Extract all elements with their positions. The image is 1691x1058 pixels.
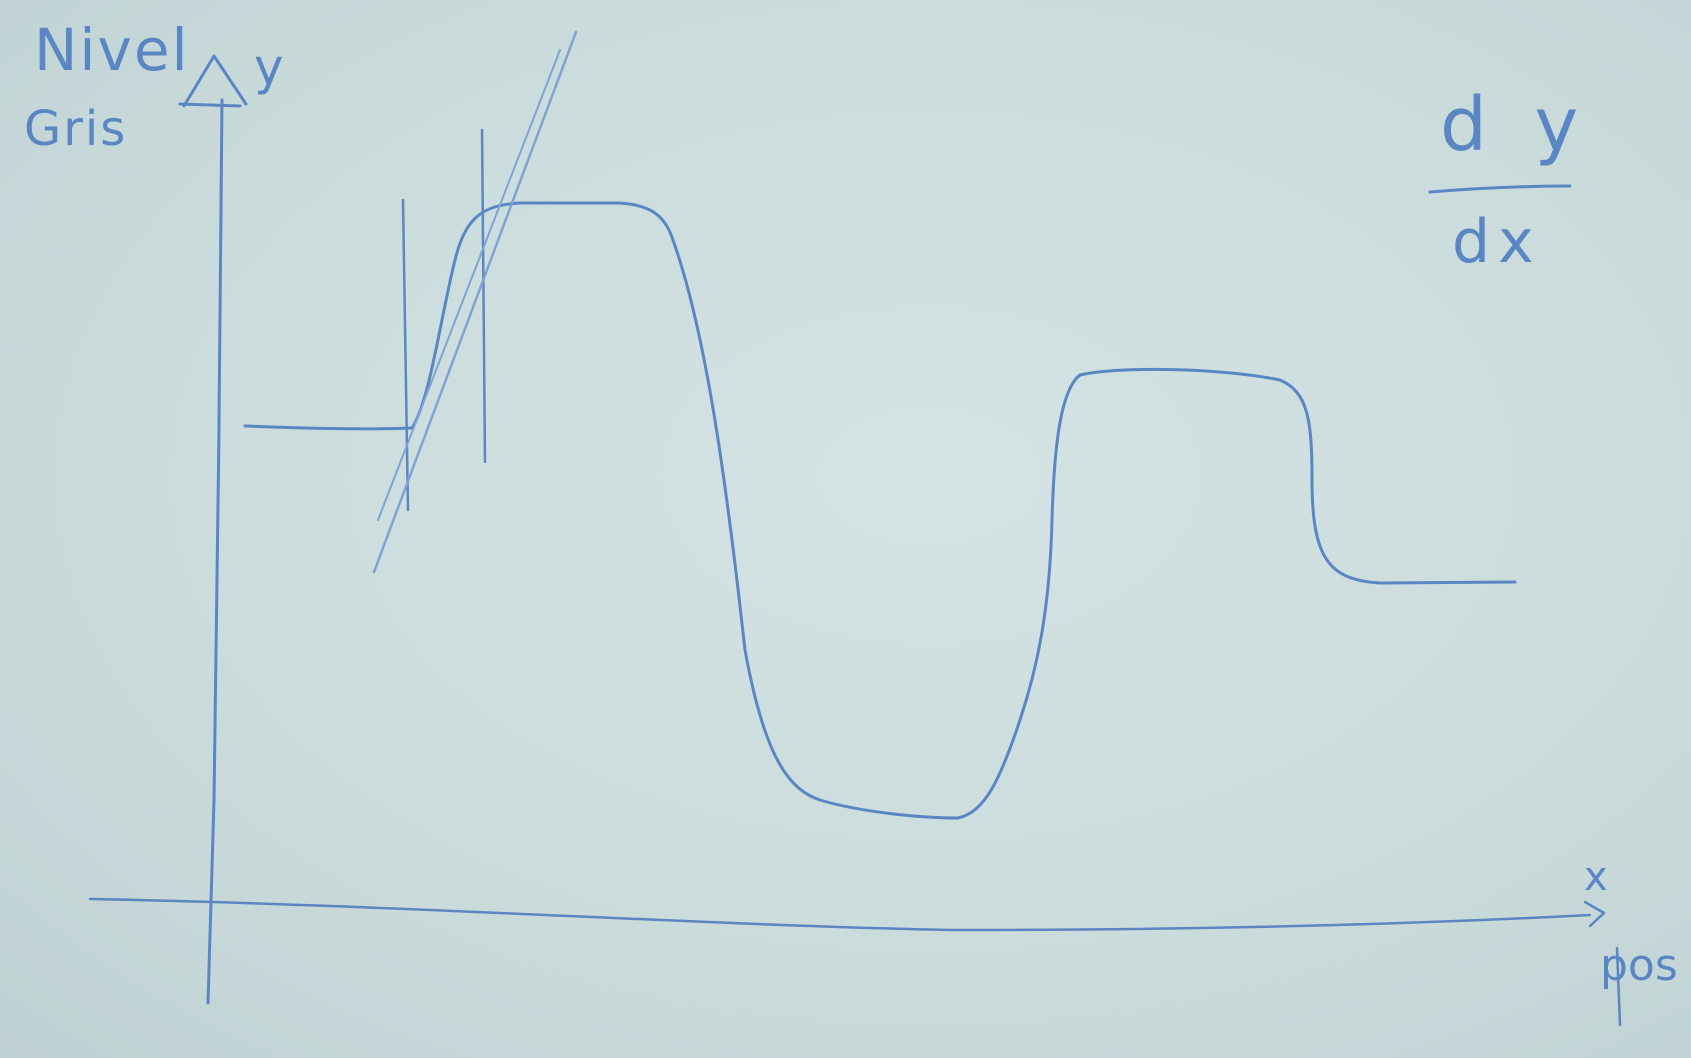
x-axis-arrow [1583,900,1606,928]
tangent-line-1 [372,30,578,574]
y-title-line1: Nivel [34,16,190,84]
x-axis-label: x [1584,854,1608,900]
derivative-denominator: dx [1452,207,1542,277]
pos-tick [1615,946,1622,1027]
x-axis-line [88,897,1592,932]
tangent-line-2 [377,49,561,521]
y-title-line2: Gris [24,101,127,157]
fraction-bar [1428,184,1572,194]
marker-line-1 [401,198,410,512]
signal-curve [243,201,1517,820]
marker-line-2 [480,128,487,464]
y-axis-line [206,98,224,1005]
y-axis-label: y [254,38,284,96]
derivative-numerator: d y [1440,82,1590,168]
y-axis-arrow [178,54,248,108]
x-title: pos [1600,940,1678,991]
